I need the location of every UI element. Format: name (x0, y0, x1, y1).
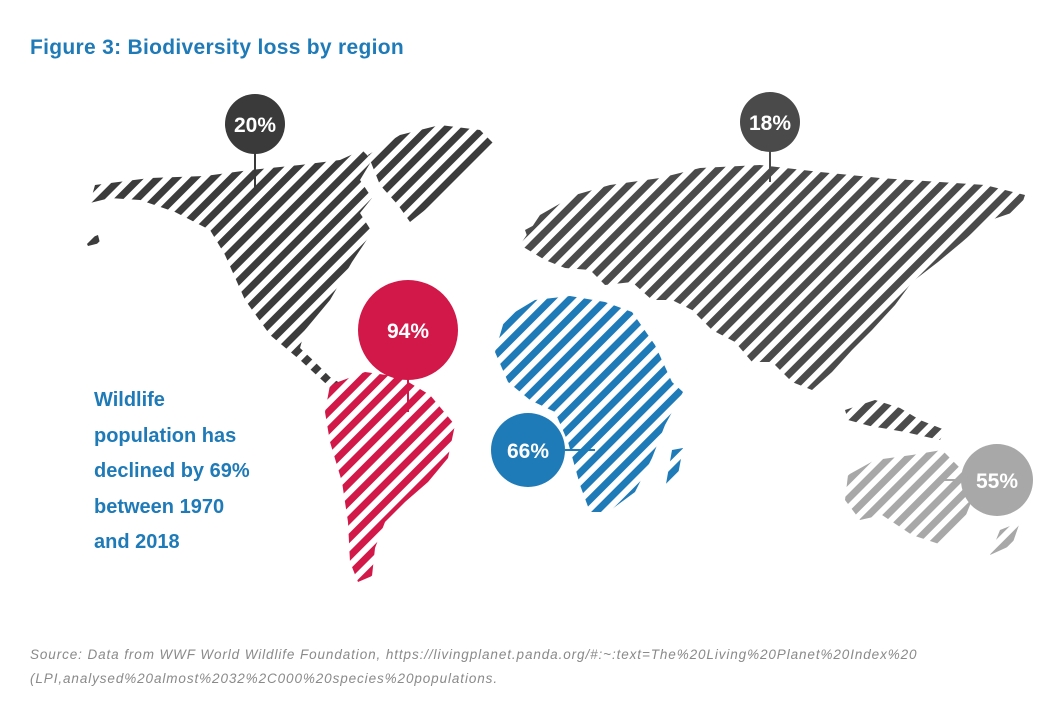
callout-line: and 2018 (94, 531, 180, 553)
callout-line: population has (94, 424, 237, 447)
source-line: (LPI,analysed%20almost%2032%2C000%20spec… (30, 671, 498, 686)
eurasia-region (520, 148, 1025, 440)
marker-eurasia: 18% (740, 92, 800, 152)
marker-africa: 66% (491, 413, 565, 487)
alaska-island (85, 235, 100, 246)
marker-north-america: 20% (225, 94, 285, 154)
marker-label-north-america: 20% (234, 114, 276, 137)
callout-text: Wildlife population has declined by 69% … (94, 383, 314, 561)
callout-line: declined by 69% (94, 460, 250, 482)
callout-line: Wildlife (94, 389, 165, 411)
uk-island (525, 222, 545, 250)
marker-circle-latin-america (358, 280, 458, 380)
new-zealand-island (990, 522, 1020, 555)
source-note: Source: Data from WWF World Wildlife Fou… (30, 643, 917, 691)
marker-label-latin-america: 94% (387, 320, 429, 343)
africa-region (495, 296, 683, 512)
greenland-landmass (368, 125, 495, 222)
marker-label-asia-pacific: 55% (976, 470, 1018, 493)
north-america-region (85, 125, 495, 392)
source-line: Source: Data from WWF World Wildlife Fou… (30, 647, 918, 662)
callout-line: between 1970 (94, 495, 225, 518)
marker-label-eurasia: 18% (749, 112, 791, 135)
marker-circle-africa (491, 413, 565, 487)
figure-title: Figure 3: Biodiversity loss by region (30, 36, 405, 59)
eurasia-landmass (520, 165, 1025, 390)
madagascar-island (666, 448, 683, 484)
marker-circle-asia-pacific (961, 444, 1033, 516)
marker-circle-north-america (225, 94, 285, 154)
south-america-landmass (325, 372, 455, 582)
north-america-landmass (90, 150, 372, 392)
asia-pacific-region (845, 450, 1020, 555)
australia-landmass (845, 450, 972, 545)
marker-circle-eurasia (740, 92, 800, 152)
marker-latin-america: 94% (358, 280, 458, 380)
africa-landmass (495, 296, 683, 512)
marker-asia-pacific: 55% (961, 444, 1033, 516)
latin-america-region (325, 372, 455, 582)
indonesia-islands (845, 400, 945, 440)
marker-label-africa: 66% (507, 440, 549, 463)
